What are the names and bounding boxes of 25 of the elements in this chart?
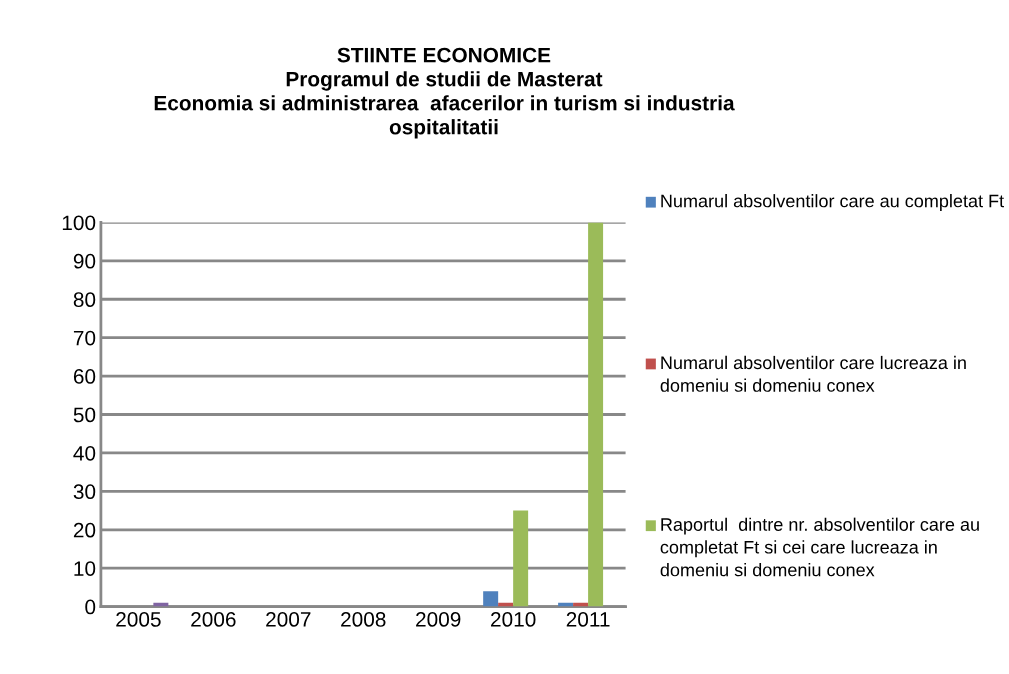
y-tick-label: 50 (73, 407, 96, 423)
x-tick-label: 2005 (116, 612, 161, 627)
y-tick-label: 80 (73, 292, 96, 308)
bar (588, 222, 604, 607)
x-tick-label: 2011 (566, 612, 610, 627)
y-tick-label: 100 (62, 215, 96, 231)
y-tick-label: 0 (85, 599, 96, 615)
y-tick-label: 70 (73, 330, 96, 346)
x-tick-label: 2009 (416, 612, 461, 627)
legend-label: Numarul absolventilor care au completat Ft (661, 194, 1004, 211)
x-tick-label: 2008 (341, 612, 386, 627)
x-tick-label: 2010 (491, 612, 536, 627)
x-tick-label: 2007 (266, 612, 311, 627)
chart-title: STIINTE ECONOMICE Programul de studii de Masterat Economia si administrarea afacerilor in turism si industria ospitalitatii (154, 47, 735, 139)
y-tick-label: 90 (73, 253, 96, 269)
bar (513, 510, 529, 607)
y-tick-label: 40 (73, 445, 96, 461)
legend-label: Numarul absolventilor care lucreaza in domeniu si domeniu conex (660, 355, 966, 392)
y-tick-label: 60 (73, 369, 96, 384)
y-tick-label: 20 (73, 522, 96, 538)
bar (483, 591, 499, 607)
x-tick-label: 2006 (191, 612, 236, 627)
legend-label: Raportul dintre nr. absolventilor care au completat Ft si cei care lucreaza in domeniu si domeniu conex (660, 517, 979, 577)
y-tick-label: 10 (74, 561, 96, 576)
y-tick-label: 30 (73, 484, 96, 500)
